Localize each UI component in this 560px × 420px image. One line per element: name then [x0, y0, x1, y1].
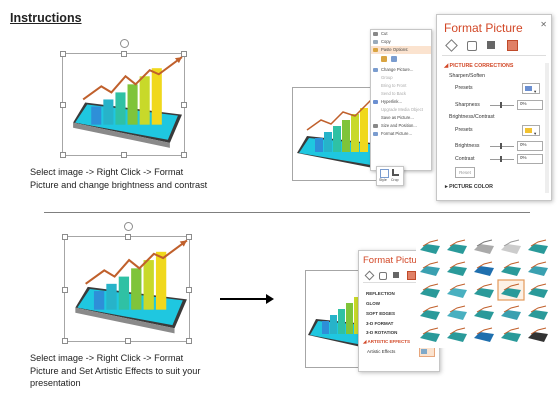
- brightness-input[interactable]: 0%: [517, 141, 543, 151]
- picture-icon[interactable]: [507, 40, 518, 51]
- menu-item-save-as-picture[interactable]: Save as Picture...: [381, 115, 414, 120]
- fill-line-icon[interactable]: [364, 270, 375, 281]
- step1-instructions: Select image -> Right Click -> Format Pi…: [30, 167, 208, 190]
- contrast-slider[interactable]: [490, 159, 514, 160]
- menu-item-change-picture[interactable]: Change Picture...: [371, 66, 431, 74]
- brightness-slider[interactable]: [490, 146, 514, 147]
- sharpness-slider[interactable]: [490, 105, 514, 106]
- panel-scrollbar[interactable]: [545, 63, 549, 193]
- artistic-effects-gallery[interactable]: [416, 236, 552, 348]
- menu-item-format-picture[interactable]: Format Picture...: [371, 130, 431, 138]
- section-3d-rotation[interactable]: 3-D ROTATION: [366, 330, 398, 335]
- phone-bar-chart-image: [297, 97, 381, 168]
- menu-item-send-to-back: Send to Back: [381, 91, 406, 96]
- size-properties-icon[interactable]: [487, 41, 495, 49]
- menu-item-group: Group: [381, 75, 393, 80]
- paste-options-icons[interactable]: [371, 54, 431, 66]
- panel-title: Format Picture: [363, 255, 426, 266]
- section-reflection[interactable]: REFLECTION: [366, 291, 395, 296]
- page-title: Instructions: [10, 11, 82, 25]
- phone-bar-chart-image: [73, 56, 183, 148]
- style-icon[interactable]: [380, 169, 389, 178]
- effects-icon[interactable]: [379, 272, 387, 280]
- presets-label: Presets: [455, 85, 473, 91]
- reset-button[interactable]: Reset: [455, 167, 475, 178]
- phone-bar-chart-image: [75, 239, 188, 334]
- context-menu[interactable]: Cut Copy Paste Options: Change Picture..…: [370, 29, 432, 171]
- picture-icon[interactable]: [407, 271, 416, 280]
- size-properties-icon[interactable]: [393, 272, 399, 278]
- menu-item-size-position[interactable]: Size and Position...: [371, 122, 431, 130]
- menu-item-hyperlink[interactable]: Hyperlink...: [371, 98, 431, 106]
- format-picture-panel[interactable]: Format Picture ✕ ◢ PICTURE CORRECTIONS S…: [436, 14, 552, 201]
- fill-line-icon[interactable]: [445, 39, 458, 52]
- section-artistic-effects[interactable]: ◢ ARTISTIC EFFECTS: [363, 339, 411, 344]
- arrow-right-icon: [220, 298, 270, 300]
- mini-toolbar[interactable]: Style Crop: [376, 166, 404, 186]
- section-picture-corrections[interactable]: ◢ PICTURE CORRECTIONS: [444, 63, 514, 69]
- menu-item-bring-to-front: Bring to Front: [381, 83, 407, 88]
- section-picture-color[interactable]: ▸ PICTURE COLOR: [445, 184, 493, 190]
- panel-tab-icons: [445, 39, 545, 52]
- panel-tab-icons: [364, 270, 435, 281]
- effects-icon[interactable]: [467, 41, 477, 51]
- section-glow[interactable]: GLOW: [366, 301, 380, 306]
- step2-image-selection[interactable]: [62, 222, 192, 344]
- step1-screenshot-image: [292, 87, 382, 181]
- sharpness-input[interactable]: 0%: [517, 100, 543, 110]
- section-3d-format[interactable]: 3-D FORMAT: [366, 321, 394, 326]
- step1-image-selection[interactable]: [60, 39, 187, 158]
- menu-item-upgrade-media: Upgrade Media Object: [381, 107, 423, 112]
- menu-item-cut[interactable]: Cut: [371, 30, 431, 38]
- panel-title: Format Picture: [444, 21, 523, 35]
- section-soft-edges[interactable]: SOFT EDGES: [366, 311, 396, 316]
- section-divider: [44, 212, 530, 213]
- crop-icon[interactable]: [392, 169, 399, 176]
- contrast-input[interactable]: 0%: [517, 154, 543, 164]
- menu-item-copy[interactable]: Copy: [371, 38, 431, 46]
- sharpen-presets-dropdown[interactable]: ▾: [522, 83, 540, 94]
- menu-item-paste-options[interactable]: Paste Options:: [371, 46, 431, 54]
- brightness-presets-dropdown[interactable]: ▾: [522, 125, 540, 136]
- panel-close-icon[interactable]: ✕: [540, 20, 547, 29]
- step2-instructions: Select image -> Right Click -> Format Pi…: [30, 353, 201, 388]
- artistic-effects-dropdown[interactable]: [419, 347, 435, 357]
